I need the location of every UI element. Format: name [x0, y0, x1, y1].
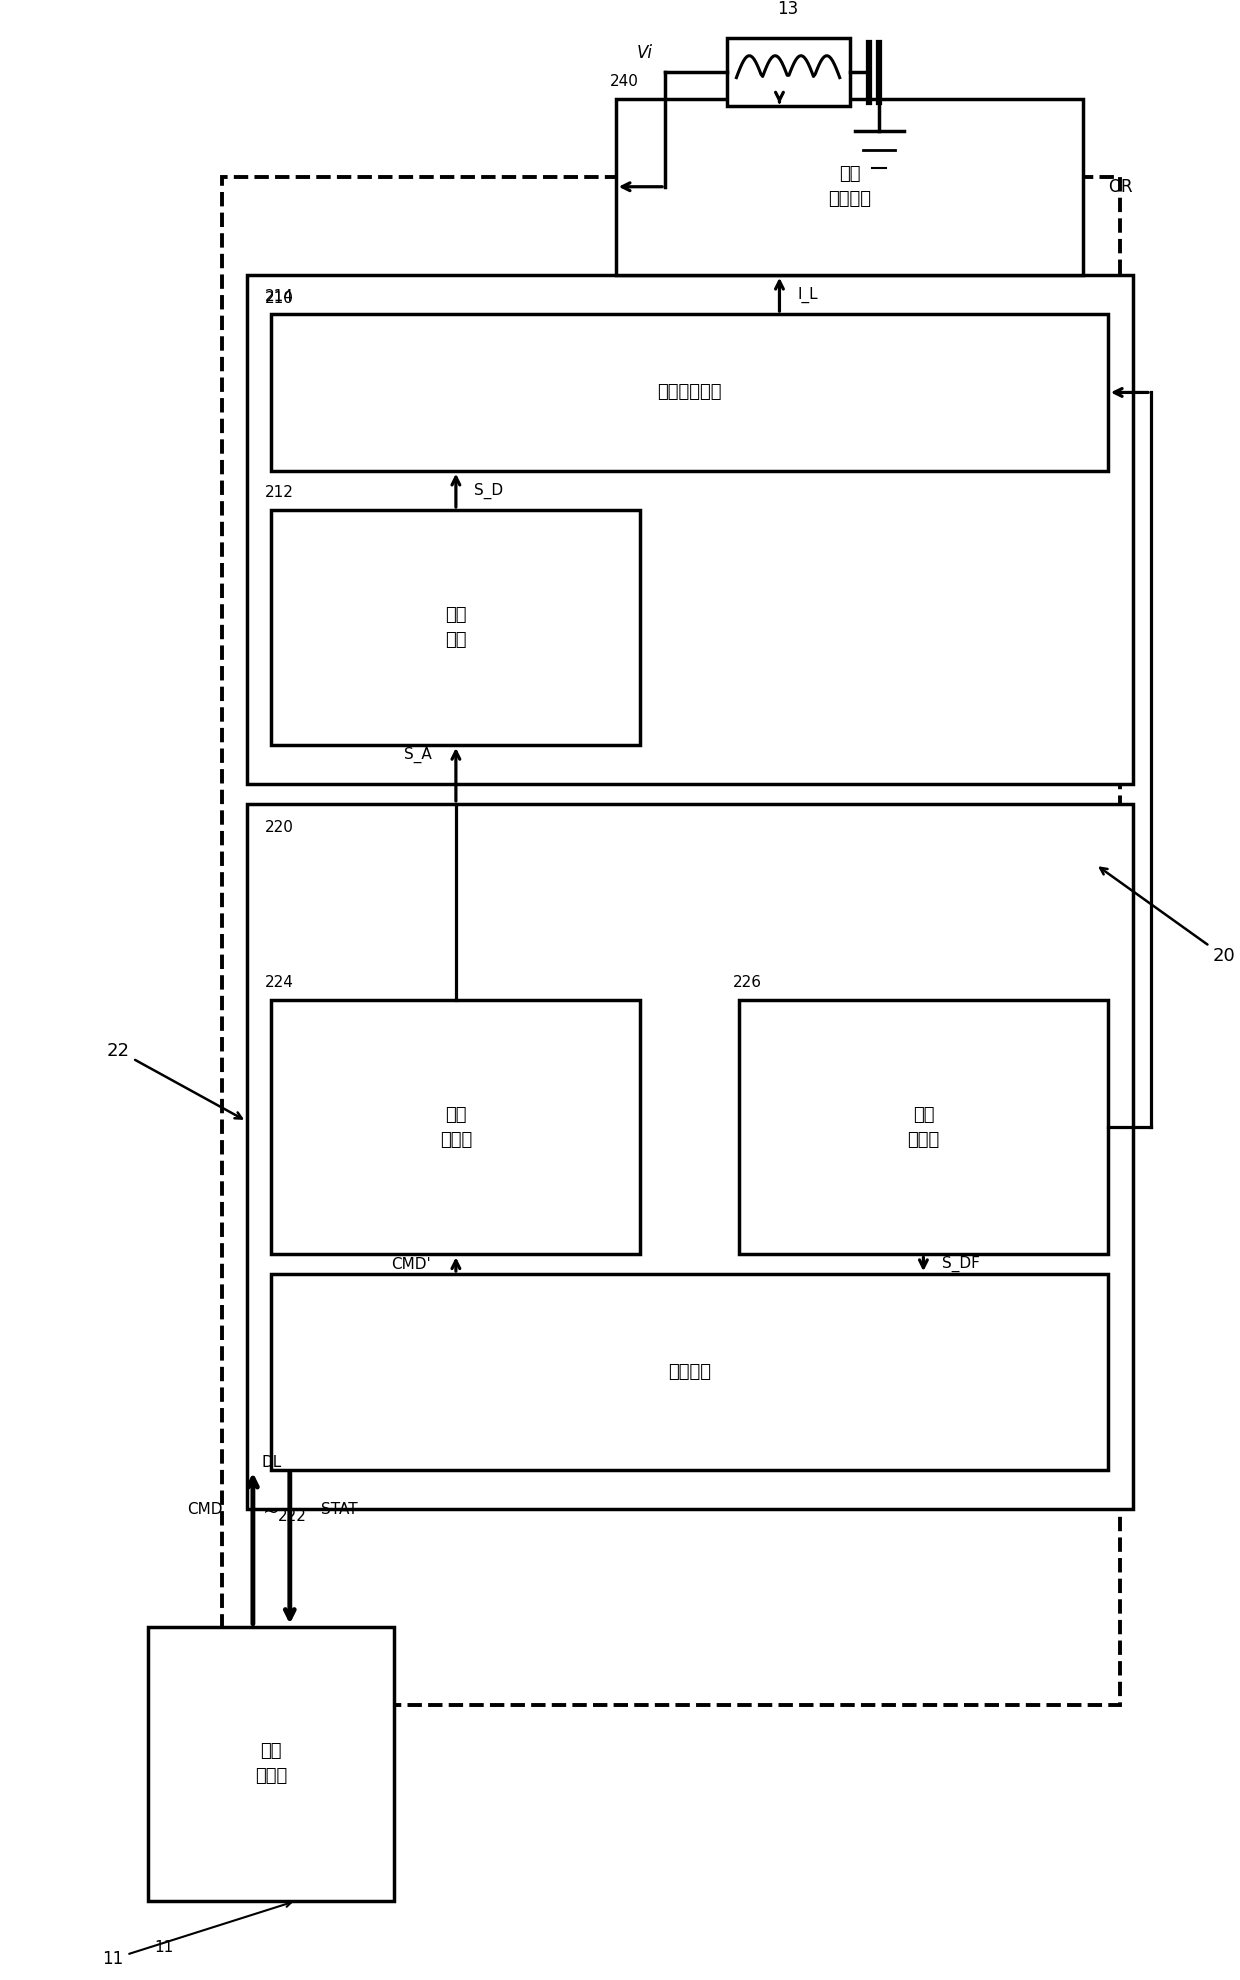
Bar: [247, 275, 1132, 784]
Text: 210: 210: [265, 291, 294, 305]
Bar: [727, 38, 849, 107]
Text: 11: 11: [103, 1901, 291, 1968]
Bar: [272, 511, 640, 744]
Text: I_L: I_L: [797, 287, 818, 303]
Bar: [272, 1273, 1109, 1469]
Text: 20: 20: [1100, 867, 1235, 966]
Text: S_DF: S_DF: [942, 1255, 980, 1273]
Text: 13: 13: [777, 0, 799, 18]
Bar: [149, 1628, 394, 1901]
Text: 驱动
单元: 驱动 单元: [445, 606, 466, 649]
Bar: [247, 804, 1132, 1509]
Text: DL: DL: [262, 1455, 281, 1469]
Text: 11: 11: [155, 1940, 174, 1954]
Text: CMD: CMD: [187, 1501, 222, 1517]
Text: OR: OR: [1109, 178, 1132, 196]
Text: 管控单元: 管控单元: [668, 1362, 712, 1380]
Bar: [222, 176, 1120, 1705]
Bar: [272, 315, 1109, 471]
Text: 22: 22: [107, 1041, 242, 1119]
Bar: [616, 99, 1084, 275]
Text: Vi: Vi: [637, 44, 652, 61]
Text: 模数
转换器: 模数 转换器: [908, 1105, 940, 1148]
Text: CMD': CMD': [392, 1257, 432, 1271]
Text: 240: 240: [610, 73, 639, 89]
Bar: [739, 1000, 1109, 1255]
Text: 状态
检测单元: 状态 检测单元: [828, 164, 870, 208]
Text: 214: 214: [265, 289, 294, 305]
Text: 数模
转换器: 数模 转换器: [440, 1105, 472, 1148]
Text: 220: 220: [265, 820, 294, 834]
Text: 212: 212: [265, 485, 294, 501]
Text: 226: 226: [733, 974, 761, 990]
Text: 224: 224: [265, 974, 294, 990]
Text: S_A: S_A: [403, 746, 432, 762]
Text: 功率输出单元: 功率输出单元: [657, 384, 722, 402]
Text: STAT: STAT: [321, 1501, 357, 1517]
Text: 数字
控制器: 数字 控制器: [255, 1742, 288, 1786]
Text: ~: ~: [263, 1503, 279, 1523]
Text: 222: 222: [278, 1509, 306, 1525]
Bar: [272, 1000, 640, 1255]
Text: S_D: S_D: [475, 483, 503, 499]
